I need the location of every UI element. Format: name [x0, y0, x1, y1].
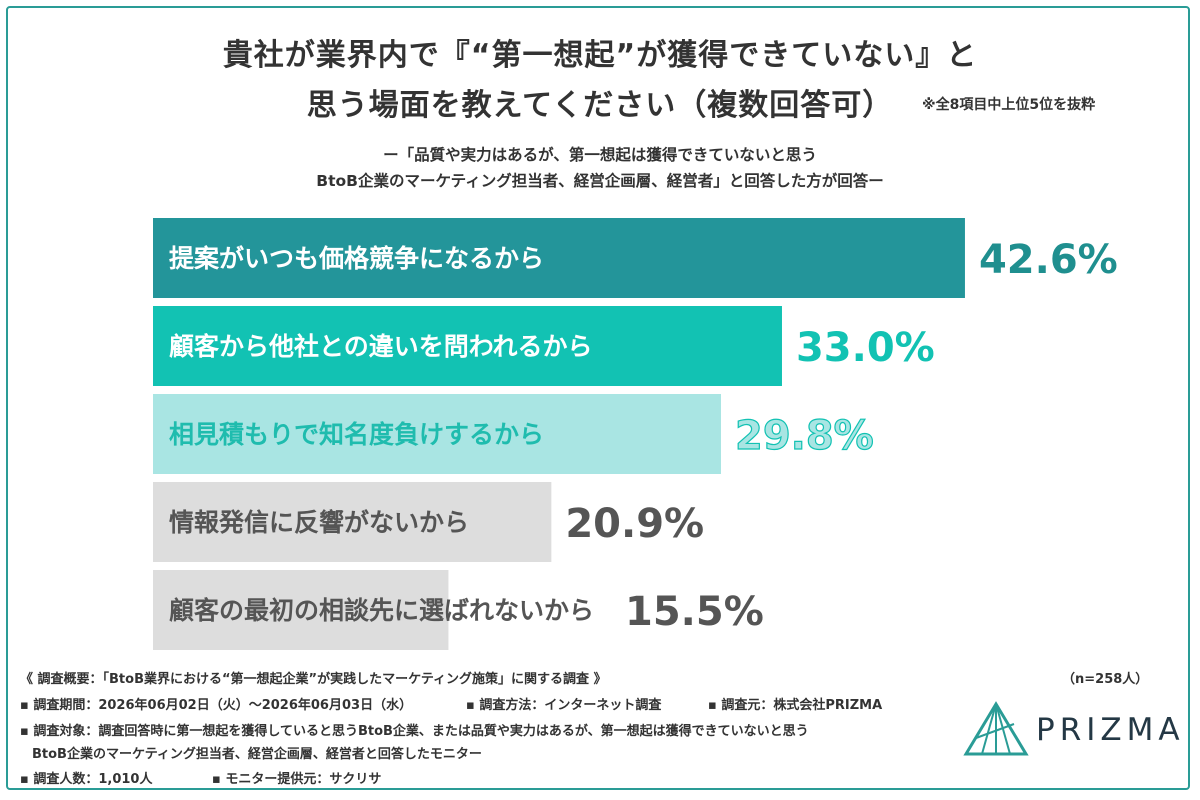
category-label-5: 顧客の最初の相談先に選ばれないから [169, 596, 594, 625]
prism-icon [963, 701, 1029, 756]
title-note: ※全8項目中上位5位を抜粋 [922, 97, 1096, 113]
value-label-3: 29.8% [735, 413, 874, 459]
survey-target-cont: BtoB企業のマーケティング担当者、経営企画層、経営者と回答したモニター [32, 747, 482, 762]
survey-count: ▪ 調査人数：1,010人 [20, 772, 153, 787]
bar-1 [153, 218, 965, 298]
category-label-4: 情報発信に反響がないから [169, 508, 469, 537]
category-label-2: 顧客から他社との違いを問われるから [169, 332, 593, 361]
survey-method: ▪ 調査方法：インターネット調査 [466, 698, 662, 713]
value-label-1: 42.6% [979, 237, 1118, 283]
bar-5 [153, 570, 449, 650]
survey-provider: ▪ モニター提供元：サクリサ [212, 772, 382, 787]
border-frame [6, 6, 1190, 790]
value-label-2: 33.0% [796, 325, 935, 371]
prizma-logo-text: PRIZMA [1036, 712, 1185, 748]
bar-3 [153, 394, 721, 474]
subtitle-line1: ー「品質や実力はあるが、第一想起は獲得できていないと思う [383, 146, 817, 164]
chart-title-line2: 思う場面を教えてください（複数回答可） [306, 88, 894, 123]
sample-size: （n=258人） [1062, 672, 1149, 687]
survey-summary: 《 調査概要：「BtoB業界における“第一想起企業”が実践したマーケティング施策… [20, 672, 607, 687]
category-label-1: 提案がいつも価格競争になるから [169, 244, 544, 273]
bar-2 [153, 306, 782, 386]
category-label-3: 相見積もりで知名度負けするから [169, 420, 544, 449]
subtitle-line2: BtoB企業のマーケティング担当者、経営企画層、経営者」と回答した方が回答ー [316, 172, 884, 190]
survey-target: ▪ 調査対象：調査回答時に第一想起を獲得していると思うBtoB企業、または品質や… [20, 724, 809, 739]
survey-period: ▪ 調査期間：2026年06月02日（火）〜2026年06月03日（水） [20, 698, 413, 713]
value-label-4: 20.9% [565, 501, 704, 547]
survey-source: ▪ 調査元：株式会社PRIZMA [708, 698, 883, 713]
chart-title-line1: 貴社が業界内で『“第一想起”が獲得できていない』と [222, 38, 978, 73]
bar-4 [153, 482, 552, 562]
value-label-5: 15.5% [625, 589, 764, 635]
bar-chart: 提案がいつも価格競争になるから 42.6% 顧客から他社との違いを問われるから 33.… [153, 218, 1118, 650]
